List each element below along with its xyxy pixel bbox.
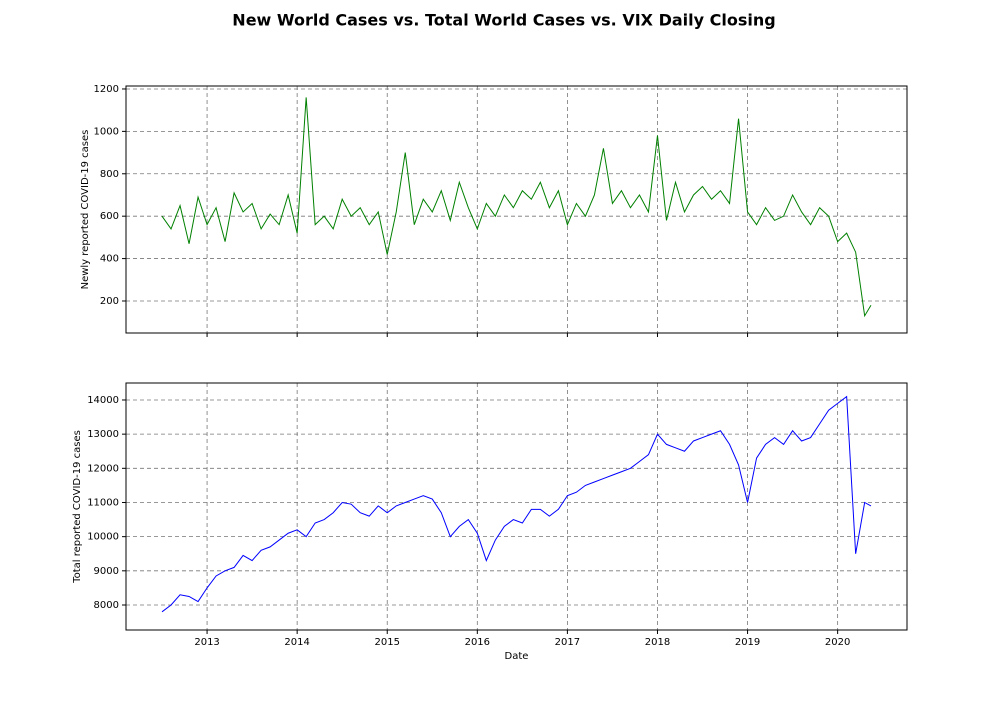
y-tick-label: 12000 bbox=[87, 463, 119, 474]
x-tick-label: 2018 bbox=[645, 637, 670, 648]
y-tick-label: 200 bbox=[100, 296, 119, 307]
axes-frame bbox=[125, 85, 908, 334]
data-line bbox=[161, 395, 872, 613]
x-tick-label: 2014 bbox=[284, 637, 309, 648]
x-tick-label: 2020 bbox=[825, 637, 850, 648]
y-tick-label: 13000 bbox=[87, 429, 119, 440]
y-tick-label: 800 bbox=[100, 169, 119, 180]
x-tick-label: 2019 bbox=[735, 637, 760, 648]
data-line bbox=[161, 97, 872, 318]
x-tick-label: 2015 bbox=[375, 637, 400, 648]
y-tick-label: 1200 bbox=[94, 84, 119, 95]
axes-frame bbox=[125, 382, 908, 631]
y-tick-label: 600 bbox=[100, 211, 119, 222]
y-tick-label: 8000 bbox=[94, 600, 119, 611]
x-tick-label: 2017 bbox=[555, 637, 580, 648]
y-tick-label: 1000 bbox=[94, 126, 119, 137]
figure-title: New World Cases vs. Total World Cases vs… bbox=[232, 11, 775, 30]
y-tick-label: 400 bbox=[100, 254, 119, 265]
x-tick-label: 2016 bbox=[465, 637, 490, 648]
y-axis-label: Total reported COVID-19 cases bbox=[72, 430, 83, 584]
y-tick-label: 10000 bbox=[87, 532, 119, 543]
x-axis-label: Date bbox=[505, 651, 529, 662]
y-tick-label: 11000 bbox=[87, 497, 119, 508]
y-axis-label: Newly reported COVID-19 cases bbox=[80, 130, 91, 290]
x-tick-label: 2013 bbox=[194, 637, 219, 648]
y-tick-label: 9000 bbox=[94, 566, 119, 577]
y-tick-label: 14000 bbox=[87, 395, 119, 406]
